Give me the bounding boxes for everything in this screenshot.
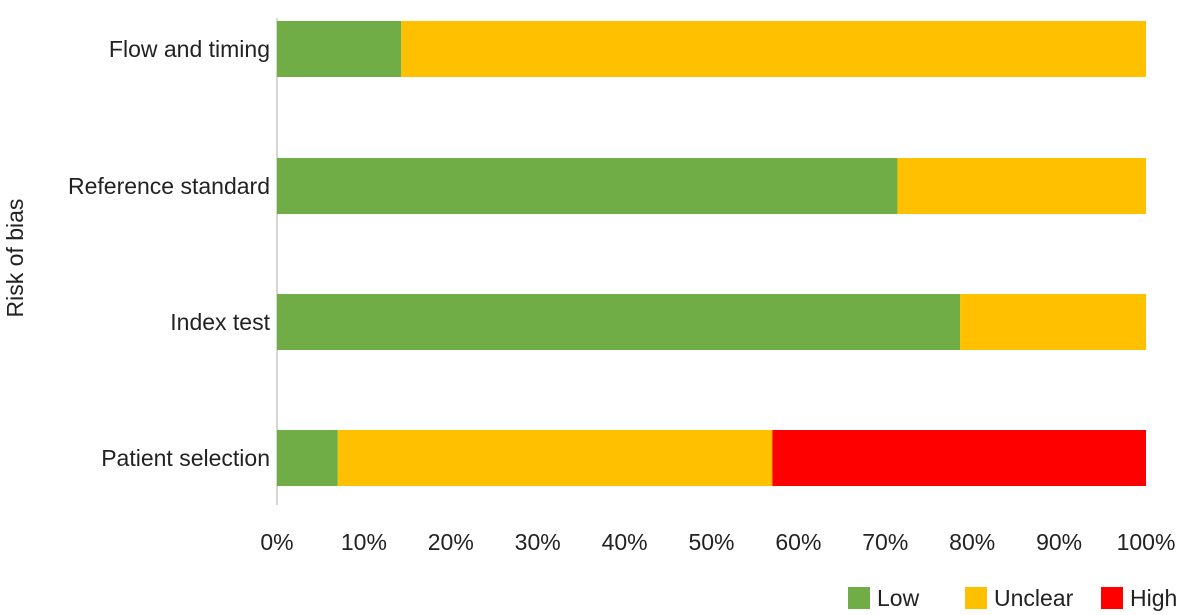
bar-patient-selection-low bbox=[277, 430, 338, 486]
x-tick-label: 80% bbox=[949, 529, 995, 555]
x-tick-label: 10% bbox=[341, 529, 387, 555]
legend-label-high: High bbox=[1130, 585, 1177, 611]
bar-flow-and-timing-unclear bbox=[401, 21, 1147, 77]
bar-patient-selection-unclear bbox=[337, 430, 773, 486]
legend-swatch-low bbox=[848, 587, 870, 609]
legend-label-low: Low bbox=[877, 585, 920, 611]
category-label: Flow and timing bbox=[109, 36, 270, 62]
category-label: Reference standard bbox=[68, 173, 270, 199]
x-tick-label: 30% bbox=[515, 529, 561, 555]
x-tick-label: 90% bbox=[1036, 529, 1082, 555]
x-tick-label: 40% bbox=[602, 529, 648, 555]
bar-index-test-low bbox=[277, 294, 961, 350]
x-tick-labels: 0% 10% 20% 30% 40% 50% 60% 70% 80% 90% 100% bbox=[260, 529, 1175, 555]
legend-swatch-high bbox=[1101, 587, 1123, 609]
bar-index-test-unclear bbox=[960, 294, 1146, 350]
bar-reference-standard-unclear bbox=[897, 158, 1146, 214]
x-tick-label: 100% bbox=[1117, 529, 1176, 555]
x-tick-label: 70% bbox=[862, 529, 908, 555]
category-label: Index test bbox=[170, 309, 270, 335]
bar-patient-selection-high bbox=[772, 430, 1146, 486]
legend: Low Unclear High bbox=[848, 585, 1177, 611]
category-label: Patient selection bbox=[101, 445, 270, 471]
x-tick-label: 20% bbox=[428, 529, 474, 555]
x-tick-label: 50% bbox=[688, 529, 734, 555]
x-tick-label: 0% bbox=[260, 529, 293, 555]
legend-swatch-unclear bbox=[965, 587, 987, 609]
bars-group bbox=[277, 21, 1147, 486]
x-tick-label: 60% bbox=[775, 529, 821, 555]
category-labels: Patient selection Index test Reference sta… bbox=[68, 36, 271, 471]
y-axis-title: Risk of bias bbox=[2, 199, 28, 318]
bar-reference-standard-low bbox=[277, 158, 898, 214]
legend-label-unclear: Unclear bbox=[994, 585, 1074, 611]
bar-flow-and-timing-low bbox=[277, 21, 402, 77]
